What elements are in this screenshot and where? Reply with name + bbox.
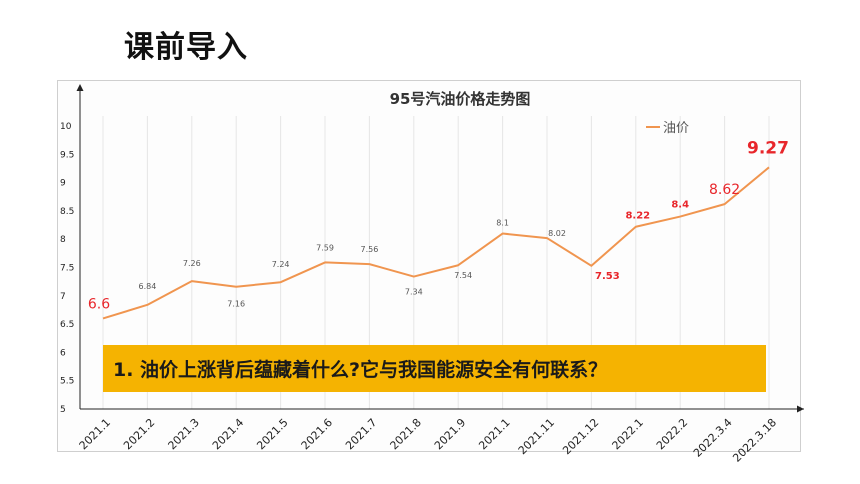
data-label: 6.6 xyxy=(88,296,110,312)
y-tick-label: 5.5 xyxy=(60,377,74,387)
y-tick-label: 8.5 xyxy=(60,207,74,217)
data-label: 7.16 xyxy=(227,300,245,309)
x-tick-label: 2022.2 xyxy=(654,416,690,452)
data-label: 7.24 xyxy=(272,260,290,269)
y-tick-label: 5 xyxy=(60,405,66,415)
page-heading: 课前导入 xyxy=(124,30,248,65)
x-tick-label: 2021.12 xyxy=(560,416,601,457)
data-label: 8.02 xyxy=(548,229,566,238)
x-tick-label: 2022.1 xyxy=(610,416,646,452)
x-tick-label: 2021.11 xyxy=(516,416,557,457)
x-tick-label: 2021.5 xyxy=(254,416,290,452)
y-tick-label: 6.5 xyxy=(60,320,74,330)
data-label: 7.59 xyxy=(316,243,334,252)
y-tick-label: 9.5 xyxy=(60,150,74,160)
data-label: 8.4 xyxy=(671,200,689,211)
data-label: 7.56 xyxy=(360,245,378,254)
y-tick-label: 7 xyxy=(60,292,66,302)
data-label: 7.26 xyxy=(183,259,201,268)
data-label: 8.22 xyxy=(625,211,650,222)
x-tick-label: 2021.7 xyxy=(343,416,379,452)
x-tick-label: 2021.3 xyxy=(166,416,202,452)
y-tick-label: 9 xyxy=(60,179,66,189)
data-label: 7.53 xyxy=(595,271,620,282)
y-tick-label: 10 xyxy=(60,122,72,132)
data-label: 6.84 xyxy=(138,282,156,291)
data-label: 8.62 xyxy=(709,182,740,198)
x-tick-label: 2021.8 xyxy=(388,416,424,452)
x-tick-label: 2021.4 xyxy=(210,416,246,452)
x-tick-label: 2021.1 xyxy=(476,416,512,452)
price-series-line xyxy=(102,166,770,320)
question-callout: 1. 油价上涨背后蕴藏着什么?它与我国能源安全有何联系？ xyxy=(103,345,766,392)
data-label: 8.1 xyxy=(496,219,509,228)
x-tick-label: 2021.1 xyxy=(77,416,113,452)
y-tick-label: 8 xyxy=(60,235,66,245)
x-tick-label: 2021.9 xyxy=(432,416,468,452)
y-tick-label: 6 xyxy=(60,348,66,358)
x-tick-label: 2022.3.4 xyxy=(691,416,735,460)
data-label: 7.34 xyxy=(405,288,423,297)
y-tick-label: 7.5 xyxy=(60,264,74,274)
x-tick-label: 2022.3.18 xyxy=(730,416,779,465)
y-axis-arrow xyxy=(76,84,84,91)
x-tick-label: 2021.6 xyxy=(299,416,335,452)
chart-title: 95号汽油价格走势图 xyxy=(390,90,531,108)
legend-entry: 油价 xyxy=(663,121,689,136)
x-axis-arrow xyxy=(797,405,804,413)
data-label: 9.27 xyxy=(747,138,789,158)
x-tick-label: 2021.2 xyxy=(121,416,157,452)
data-label: 7.54 xyxy=(454,271,472,280)
